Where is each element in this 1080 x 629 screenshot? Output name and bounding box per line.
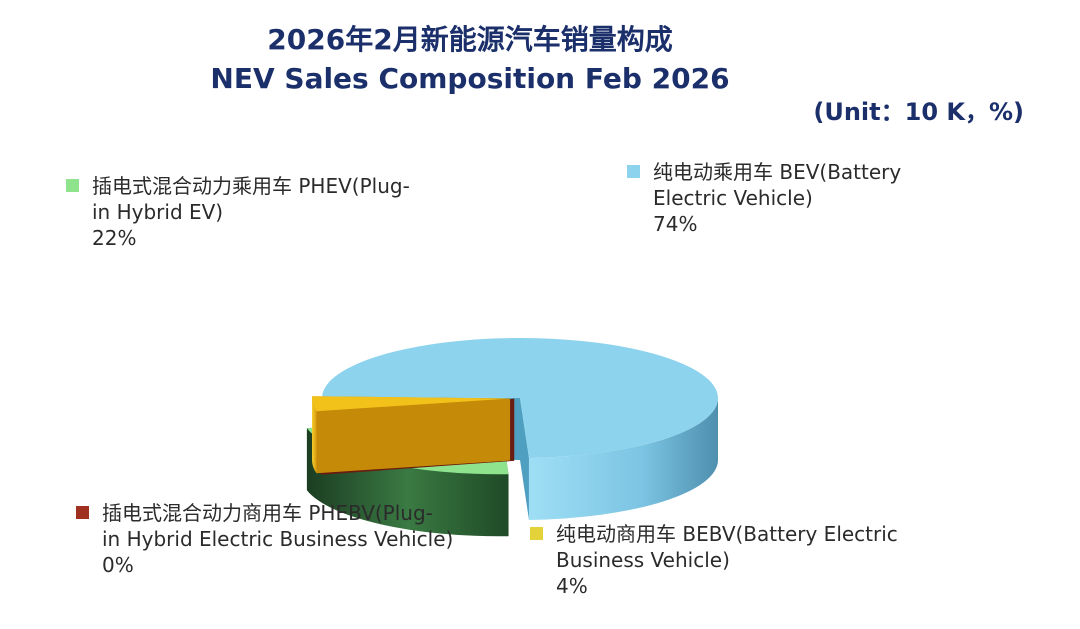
pie-slice-bebv [312, 396, 511, 412]
unit-label: (Unit：10 K，%) [813, 98, 1024, 126]
legend-swatch-phev [66, 179, 79, 192]
legend-label-phev-1: 插电式混合动力乘用车 PHEV(Plug- [92, 174, 410, 198]
pie-slices-group [306, 338, 718, 537]
legend-bebv: 纯电动商用车 BEBV(Battery Electric Business Ve… [530, 521, 898, 599]
pie-side-phev [306, 428, 509, 537]
legend-swatch-bev [627, 165, 640, 178]
chart-title-en: NEV Sales Composition Feb 2026 [210, 62, 730, 95]
legend-pct-phebv: 0% [102, 553, 134, 577]
legend-label-phebv-1: 插电式混合动力商用车 PHEBV(Plug- [102, 501, 433, 525]
legend-bev: 纯电动乘用车 BEV(Battery Electric Vehicle) 74% [627, 159, 902, 237]
legend-phev: 插电式混合动力乘用车 PHEV(Plug- in Hybrid EV) 22% [66, 173, 410, 251]
legend-pct-phev: 22% [92, 226, 137, 250]
legend-swatch-phebv [76, 506, 89, 519]
legend-label-phebv-2: in Hybrid Electric Business Vehicle) [102, 527, 454, 551]
legend-pct-bev: 74% [653, 212, 698, 236]
pie-cut-b-bebv [312, 396, 511, 461]
legend-label-bev-1: 纯电动乘用车 BEV(Battery [653, 160, 902, 184]
legend-pct-bebv: 4% [556, 574, 588, 598]
legend-label-bebv-1: 纯电动商用车 BEBV(Battery Electric [556, 522, 898, 546]
pie-slice-bev [322, 338, 718, 458]
pie-cut-b-bev [520, 398, 529, 520]
legend-label-bebv-2: Business Vehicle) [556, 548, 730, 572]
legend-phebv: 插电式混合动力商用车 PHEBV(Plug- in Hybrid Electri… [76, 500, 454, 578]
legend-label-bev-2: Electric Vehicle) [653, 186, 813, 210]
pie-side-bev [528, 398, 718, 520]
pie-side-bebv [312, 398, 317, 474]
chart-title-cn: 2026年2月新能源汽车销量构成 [267, 23, 673, 56]
legend-label-phev-2: in Hybrid EV) [92, 200, 224, 224]
legend-swatch-bebv [530, 527, 543, 540]
